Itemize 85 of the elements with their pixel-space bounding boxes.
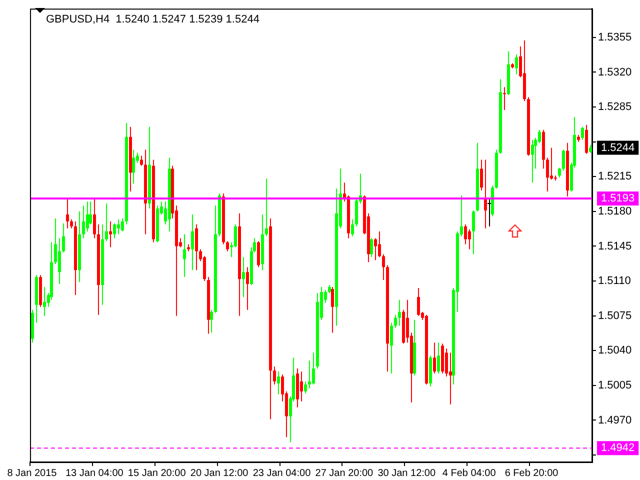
candlestick — [550, 147, 553, 180]
candlestick — [58, 238, 61, 285]
candlestick — [394, 314, 397, 328]
candlestick — [445, 348, 448, 377]
candlestick — [468, 228, 471, 250]
candlestick — [195, 224, 198, 271]
candlestick — [433, 342, 436, 374]
y-tick-label: 1.5355 — [598, 31, 632, 44]
y-tick-label: 1.5215 — [598, 170, 632, 183]
x-tick-label: 23 Jan 04:00 — [252, 468, 312, 479]
candlestick — [191, 214, 194, 271]
candlestick — [484, 159, 487, 229]
candlestick — [581, 126, 584, 140]
candlestick — [113, 222, 116, 239]
y-tick-label: 1.5180 — [598, 205, 632, 218]
x-tick-label: 13 Jan 04:00 — [65, 468, 124, 479]
candlestick — [562, 149, 565, 172]
candlestick — [117, 218, 120, 235]
candlestick — [503, 86, 506, 111]
candlestick — [585, 124, 588, 154]
candlestick — [308, 360, 311, 389]
y-tick-label: 1.4970 — [598, 414, 632, 426]
y-tick-label: 1.5040 — [598, 344, 632, 357]
candlestick — [210, 309, 213, 334]
candlestick — [132, 149, 135, 184]
candlestick — [273, 366, 276, 385]
candlestick — [464, 224, 467, 245]
candlestick — [121, 218, 124, 232]
candlestick — [390, 322, 393, 374]
candlestick — [355, 198, 358, 227]
candlestick — [183, 234, 186, 278]
candlestick — [417, 288, 420, 316]
candlestick — [538, 129, 541, 144]
candlestick — [242, 256, 245, 298]
candlestick — [531, 139, 534, 184]
candlestick — [304, 380, 307, 394]
candlestick — [82, 204, 85, 239]
candlestick — [277, 371, 280, 395]
candlestick — [312, 352, 315, 385]
candlestick — [265, 178, 268, 237]
y-tick-label: 1.5110 — [598, 275, 631, 288]
candlestick — [370, 238, 373, 258]
candlestick — [257, 240, 260, 268]
candlestick — [246, 266, 249, 310]
candlestick — [86, 200, 89, 232]
candlestick — [234, 224, 237, 248]
x-tick-label: 30 Jan 12:00 — [378, 468, 436, 479]
candlestick — [515, 54, 518, 75]
candlestick — [398, 299, 401, 326]
candlestick — [66, 198, 69, 229]
candlestick — [331, 286, 334, 334]
y-tick-label: 1.5285 — [598, 101, 632, 114]
candlestick — [382, 254, 385, 281]
ref-line-label: 1.4942 — [601, 442, 635, 454]
candlestick — [89, 200, 92, 225]
x-tick-label: 4 Feb 04:00 — [442, 468, 496, 479]
candlestick — [109, 220, 112, 248]
candlestick — [43, 286, 46, 316]
candlestick — [437, 342, 440, 374]
candlestick — [374, 238, 377, 261]
candlestick — [472, 210, 475, 255]
y-tick-label: 1.5075 — [598, 310, 632, 322]
y-tick-label: 1.5320 — [598, 66, 632, 78]
candlestick — [93, 198, 96, 239]
candlestick — [546, 157, 549, 192]
candlestick — [351, 218, 354, 237]
candlestick — [449, 352, 452, 405]
candlestick — [378, 230, 381, 258]
text: 1.5244 — [601, 142, 635, 154]
x-tick-label: 27 Jan 20:00 — [315, 468, 374, 479]
ref-line-label: 1.5193 — [601, 192, 635, 205]
x-tick-label: 20 Jan 12:00 — [190, 468, 249, 479]
candlestick — [300, 371, 303, 402]
x-tick-label: 6 Feb 20:00 — [504, 468, 559, 479]
candlestick — [62, 222, 65, 253]
candlestick — [140, 155, 143, 166]
x-tick-label: 8 Jan 2015 — [7, 468, 58, 479]
candlestick — [226, 240, 229, 252]
y-tick-label: 1.5145 — [598, 240, 632, 252]
y-tick-label: 1.5005 — [598, 379, 632, 392]
x-tick-label: 15 Jan 20:00 — [128, 468, 186, 479]
candlestick — [558, 167, 561, 178]
text: GBPUSD,H4 1.5240 1.5247 1.5239 1.5244 — [46, 14, 260, 26]
candlestick — [480, 159, 483, 192]
candlestick — [105, 202, 108, 242]
